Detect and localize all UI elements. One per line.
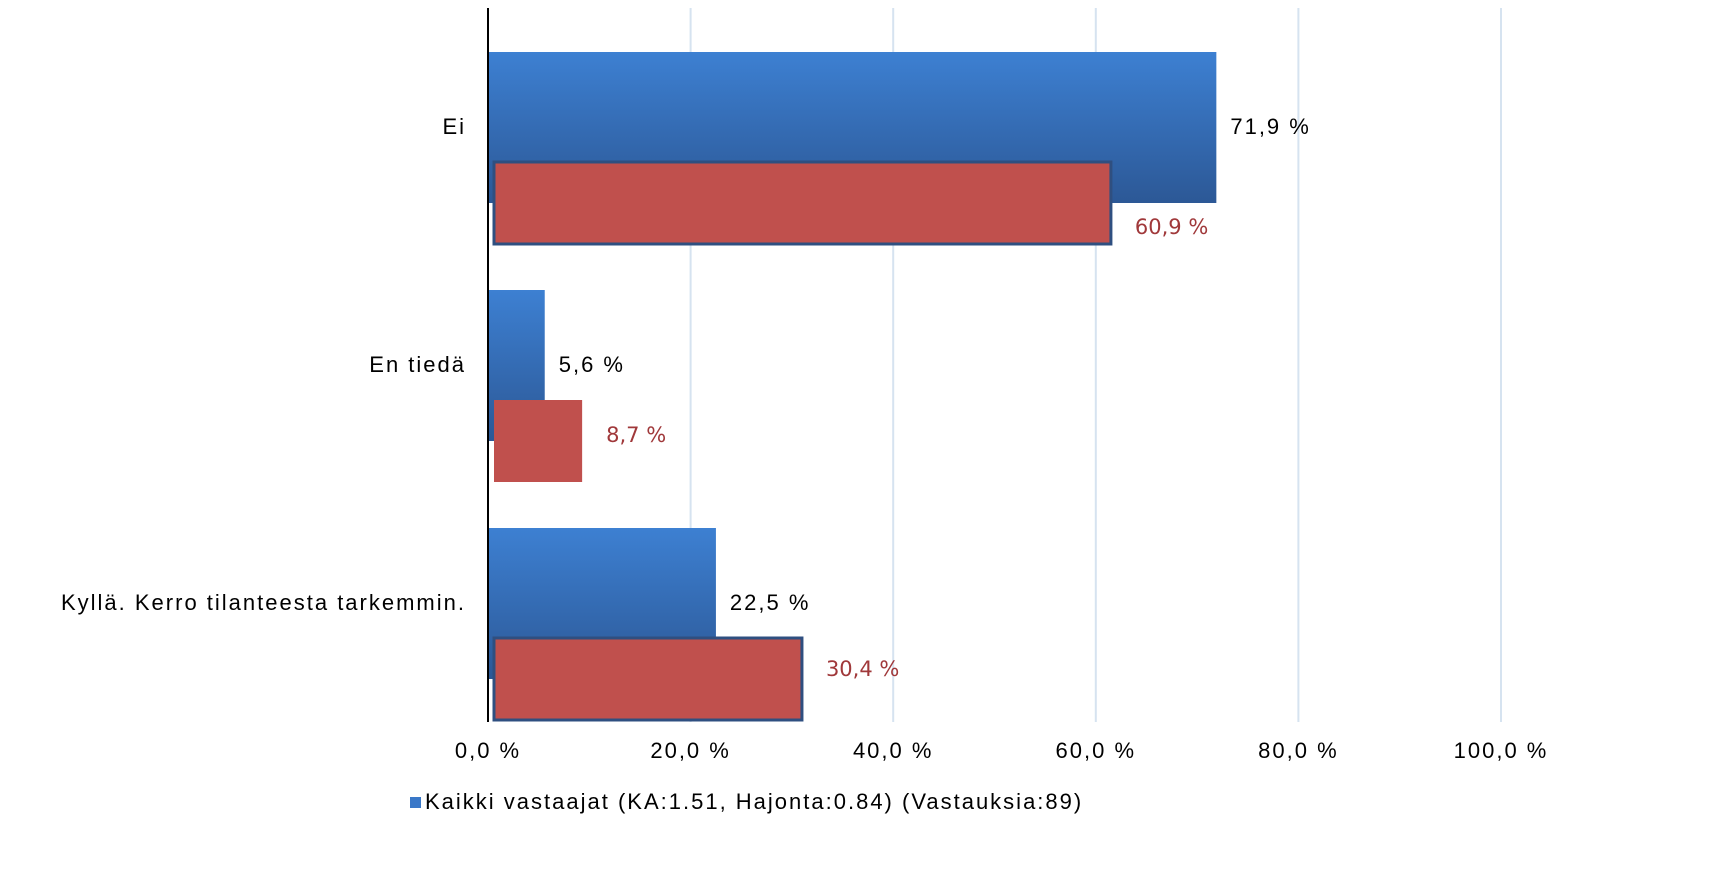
- x-tick-label: 0,0 %: [455, 738, 521, 763]
- value-label: 22,5 %: [730, 590, 811, 615]
- x-tick-label: 40,0 %: [853, 738, 934, 763]
- value-label: 60,9 %: [1135, 215, 1208, 239]
- value-label: 5,6 %: [559, 352, 625, 377]
- x-tick-label: 20,0 %: [650, 738, 731, 763]
- value-label: 8,7 %: [606, 423, 666, 447]
- x-tick-label: 80,0 %: [1258, 738, 1339, 763]
- legend-label: Kaikki vastaajat (KA:1.51, Hajonta:0.84)…: [425, 789, 1083, 814]
- category-label: Kyllä. Kerro tilanteesta tarkemmin.: [61, 590, 466, 615]
- category-label: Ei: [442, 114, 466, 139]
- x-tick-label: 60,0 %: [1056, 738, 1137, 763]
- x-tick-label: 100,0 %: [1454, 738, 1549, 763]
- category-label: En tiedä: [369, 352, 466, 377]
- value-label: 71,9 %: [1230, 114, 1311, 139]
- bar: [492, 160, 1113, 246]
- value-label: 30,4 %: [826, 657, 899, 681]
- legend-swatch: [410, 797, 421, 808]
- bar: [494, 400, 583, 482]
- bar: [492, 636, 804, 722]
